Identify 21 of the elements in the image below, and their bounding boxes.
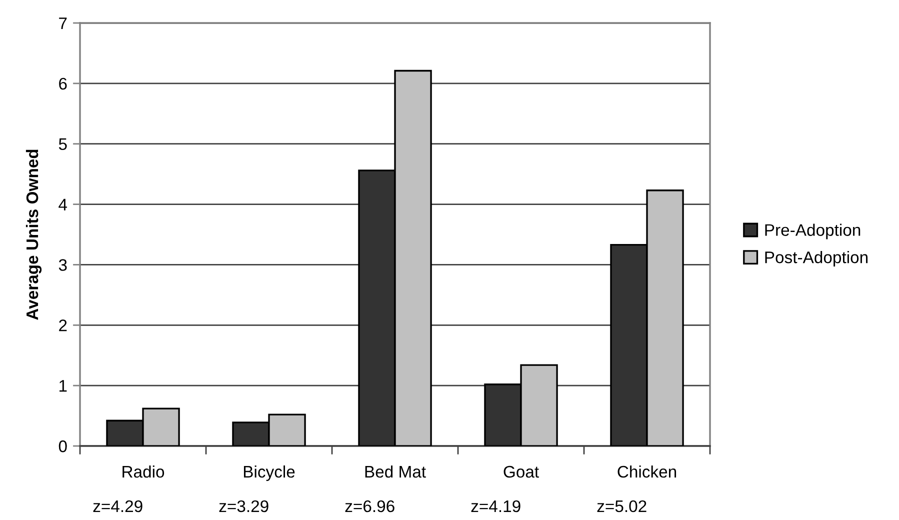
legend-label: Pre-Adoption bbox=[765, 224, 860, 240]
text: z=5.02 bbox=[597, 500, 646, 512]
x-tick-label: Bed Mat bbox=[365, 465, 426, 478]
y-tick-label: 5 bbox=[58, 138, 67, 150]
y-tick-label: 7 bbox=[59, 18, 67, 30]
y-axis-title: Average Units Owned bbox=[26, 150, 42, 320]
x-tick-label: Radio bbox=[122, 465, 164, 478]
y-tick-label: 6 bbox=[59, 78, 67, 90]
y-tick-label: 3 bbox=[58, 259, 67, 271]
y-tick-label: 4 bbox=[58, 198, 68, 210]
x-tick-label: Goat bbox=[504, 466, 539, 478]
legend-label: Post-Adoption bbox=[765, 250, 868, 267]
x-tick-label: Bicycle bbox=[244, 465, 295, 481]
y-tick-label: 2 bbox=[59, 320, 67, 332]
y-tick-label: 1 bbox=[60, 380, 67, 392]
text: z=4.19 bbox=[471, 500, 520, 512]
text: z=6.96 bbox=[345, 500, 394, 512]
y-tick-label: 0 bbox=[58, 440, 67, 452]
text: z=4.29 bbox=[93, 500, 142, 512]
x-tick-label: Chicken bbox=[618, 465, 676, 478]
text: z=3.29 bbox=[219, 500, 268, 512]
